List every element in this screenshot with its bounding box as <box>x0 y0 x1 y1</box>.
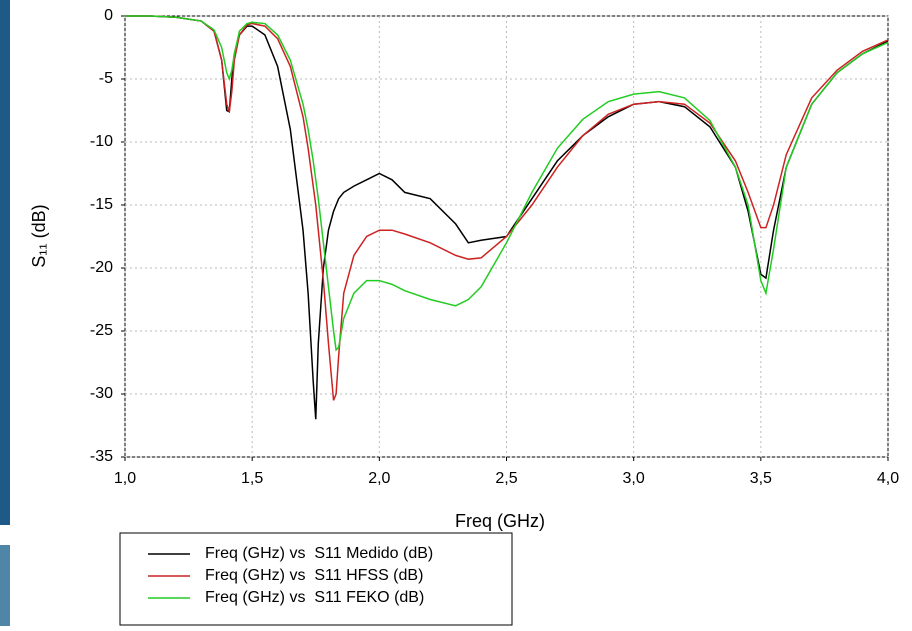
x-tick-label: 1,5 <box>241 470 263 487</box>
y-tick-label: -35 <box>90 448 113 465</box>
y-tick-label: -5 <box>99 70 113 87</box>
x-tick-label: 3,5 <box>750 470 772 487</box>
data-line <box>125 15 889 352</box>
x-tick-label: 3,0 <box>623 470 645 487</box>
legend-label: Freq (GHz) vs S11 Medido (dB) <box>205 545 433 562</box>
y-tick-label: -15 <box>90 196 113 213</box>
y-axis-label: S₁₁ (dB) <box>29 204 49 267</box>
background-strip <box>0 0 10 525</box>
y-tick-label: -20 <box>90 259 113 276</box>
background-photo <box>0 545 10 626</box>
x-tick-label: 1,0 <box>114 470 136 487</box>
y-tick-label: -30 <box>90 385 113 402</box>
x-tick-label: 4,0 <box>877 470 899 487</box>
legend-label: Freq (GHz) vs S11 HFSS (dB) <box>205 567 423 584</box>
data-line <box>125 15 889 401</box>
legend-label: Freq (GHz) vs S11 FEKO (dB) <box>205 589 424 606</box>
y-tick-label: -25 <box>90 322 113 339</box>
y-tick-label: -10 <box>90 133 113 150</box>
x-tick-label: 2,5 <box>495 470 517 487</box>
x-axis-label: Freq (GHz) <box>455 511 545 531</box>
x-tick-label: 2,0 <box>368 470 390 487</box>
legend <box>119 532 513 626</box>
y-tick-label: 0 <box>104 7 113 24</box>
